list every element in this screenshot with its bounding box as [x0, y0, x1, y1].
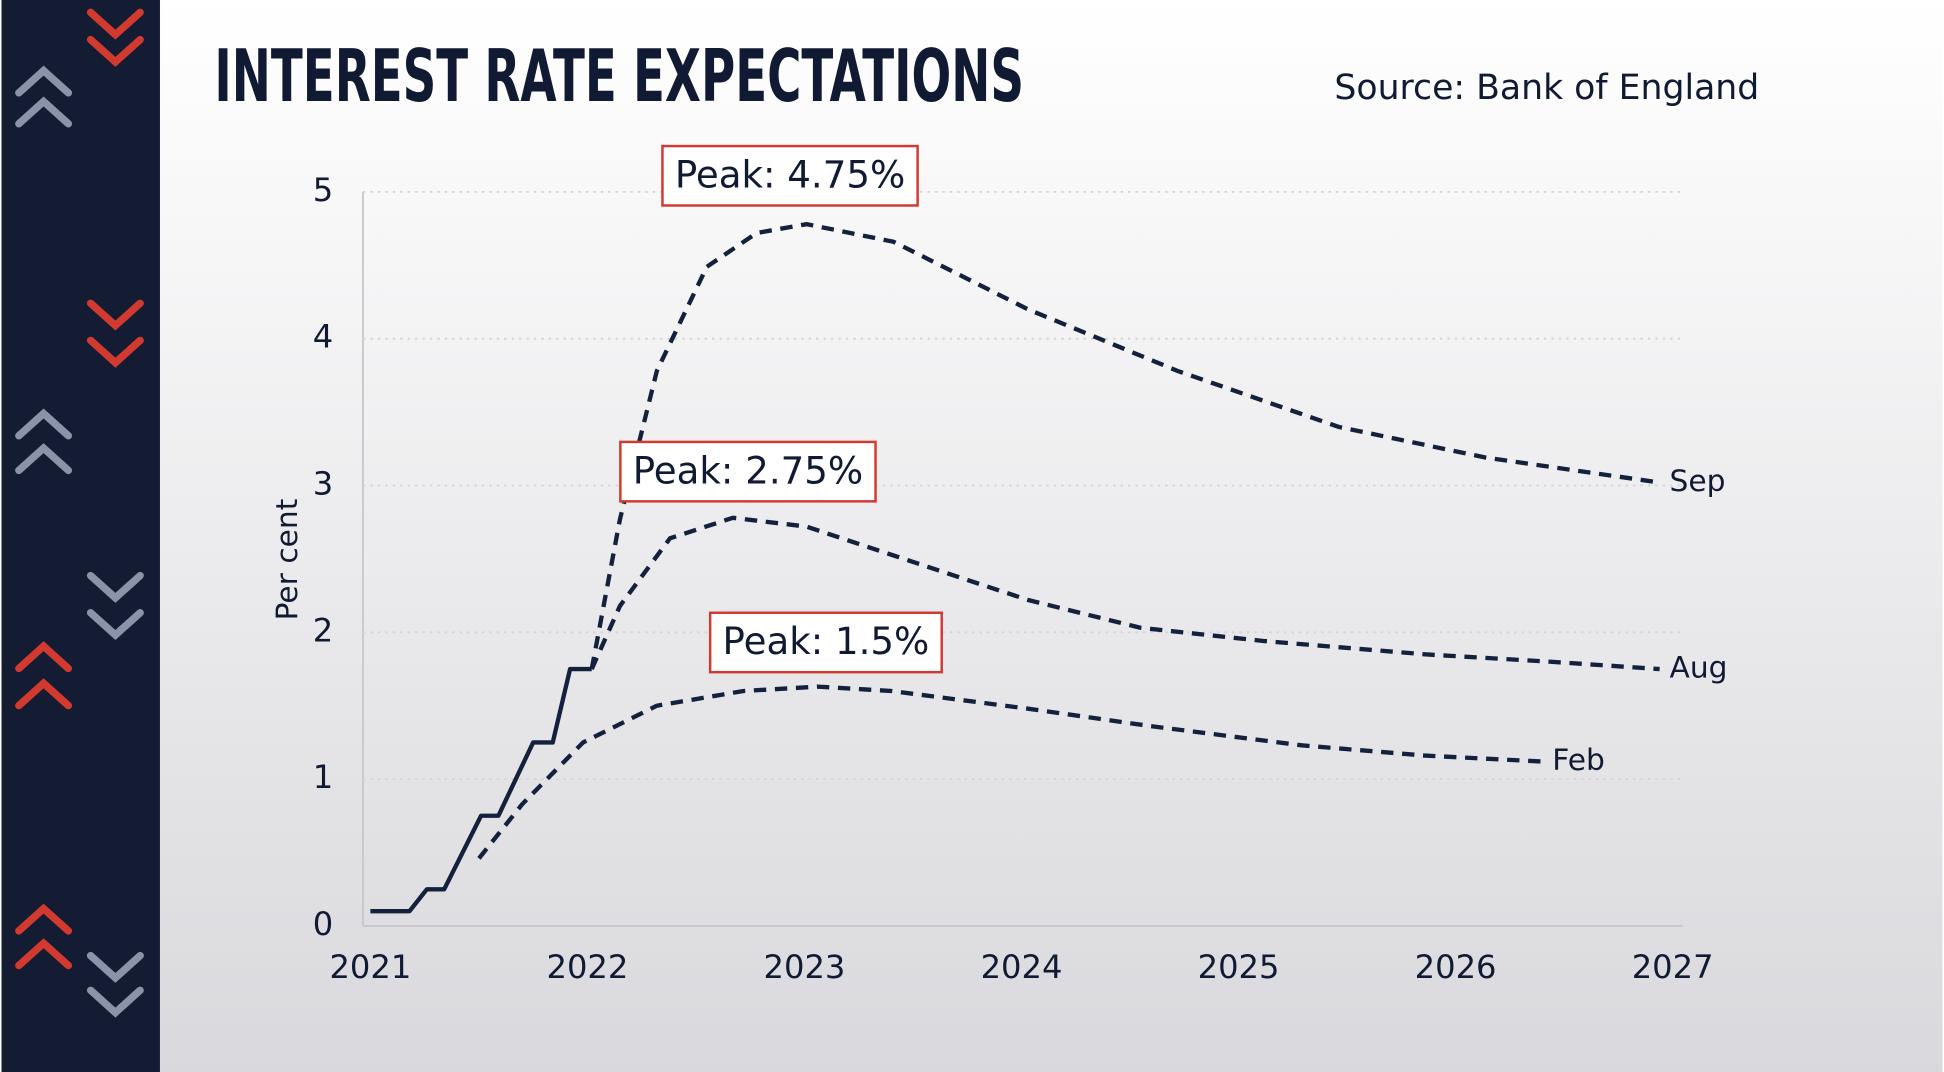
annotation-text: Peak: 4.75%	[675, 154, 905, 197]
series-end-label: Sep	[1670, 464, 1726, 499]
chart-title: INTEREST RATE EXPECTATIONS	[214, 34, 1024, 118]
x-tick-label: 2023	[764, 948, 846, 986]
annotation-box	[619, 440, 877, 503]
side-strip	[1, 0, 160, 1072]
annotation-box	[661, 144, 919, 207]
y-tick-label: 5	[313, 171, 333, 209]
annotation: Peak: 2.75%	[619, 440, 877, 503]
x-tick-label: 2024	[981, 948, 1063, 986]
annotation-box	[708, 611, 943, 674]
decor-chevrons	[15, 8, 144, 1018]
annotation: Peak: 1.5%	[708, 611, 943, 674]
series-end-label: Aug	[1670, 651, 1728, 686]
y-tick-label: 4	[313, 318, 333, 356]
x-tick-label: 2025	[1198, 948, 1280, 986]
y-axis-label: Per cent	[270, 499, 305, 621]
series-line	[477, 684, 1543, 860]
series-line	[589, 515, 1660, 672]
y-tick-label: 0	[313, 905, 333, 943]
annotation-text: Peak: 2.75%	[633, 449, 863, 492]
series-line	[370, 666, 592, 914]
x-tick-label: 2022	[546, 948, 628, 986]
x-tick-label: 2021	[329, 948, 411, 986]
annotation-text: Peak: 1.5%	[723, 620, 930, 663]
y-tick-label: 3	[313, 464, 333, 502]
series-end-label: Feb	[1552, 743, 1605, 778]
annotation: Peak: 4.75%	[661, 144, 919, 207]
x-tick-label: 2026	[1415, 948, 1497, 986]
source: Source: Bank of England	[1334, 68, 1759, 108]
series-line	[589, 222, 1660, 670]
y-tick-label: 2	[313, 611, 333, 649]
y-tick-label: 1	[313, 758, 333, 796]
x-tick-label: 2027	[1632, 948, 1714, 986]
